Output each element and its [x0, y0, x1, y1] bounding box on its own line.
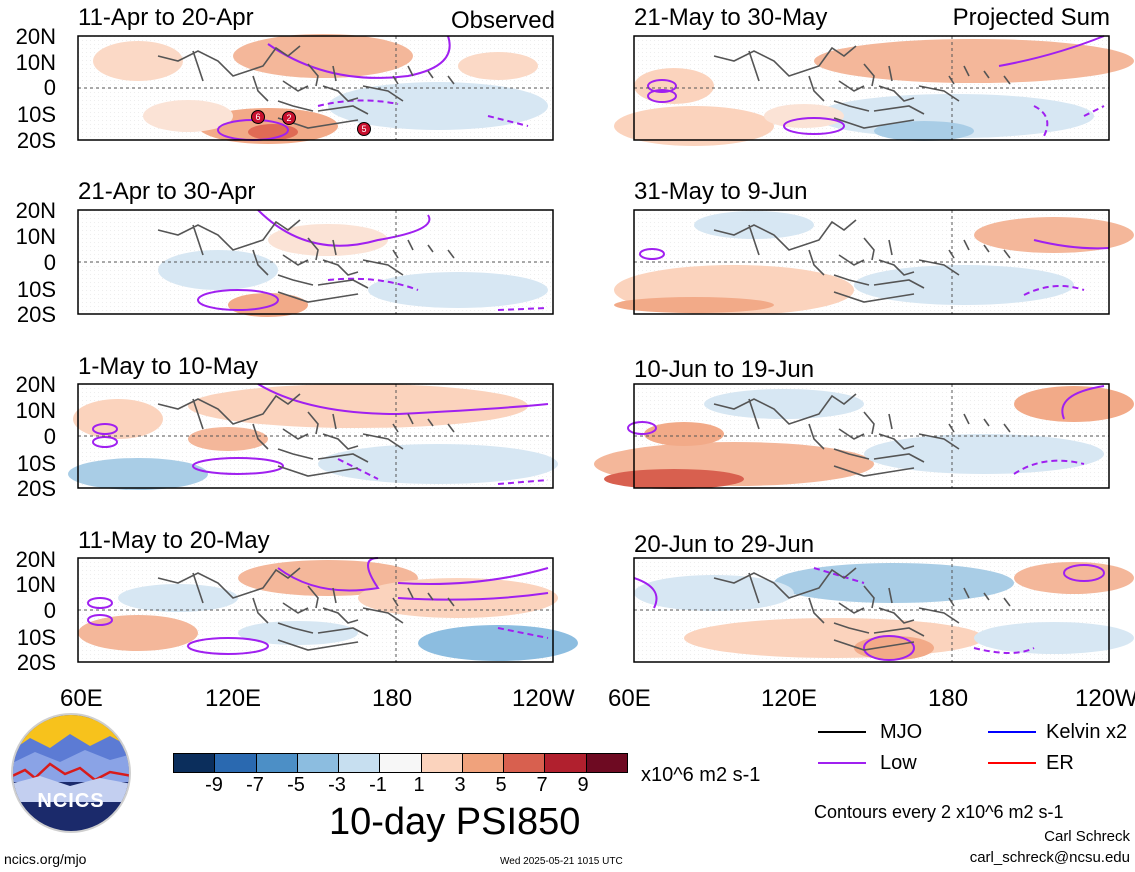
- colorbar-swatch: [338, 754, 380, 772]
- colorbar-tick-label: 3: [454, 774, 466, 796]
- map-panel-2: [614, 35, 1134, 146]
- panel-title-5: 1-May to 10-May: [78, 353, 259, 380]
- panel-corner-label-observed: Observed: [450, 7, 555, 34]
- map-panel-6: [594, 383, 1134, 489]
- lat-label: 10N: [15, 398, 56, 423]
- colorbar-swatch: [503, 754, 545, 772]
- legend-label-mjo: MJO: [880, 721, 923, 743]
- lat-label: 10S: [16, 625, 56, 650]
- colorbar-units: x10^6 m2 s-1: [641, 764, 761, 786]
- lon-label: 120E: [761, 685, 818, 712]
- colorbar-swatch: [585, 754, 627, 772]
- colorbar-tick-label: -3: [328, 774, 346, 796]
- panel-title-2: 21-May to 30-May: [634, 4, 828, 31]
- main-title: 10-day PSI850: [329, 801, 581, 843]
- panel-title-1: 11-Apr to 20-Apr: [78, 4, 254, 31]
- colorbar-tick-label: -5: [287, 774, 305, 796]
- panel-title-8: 20-Jun to 29-Jun: [634, 531, 815, 558]
- legend-swatch-mjo: [818, 731, 866, 733]
- lat-label: 0: [43, 598, 56, 623]
- panel-title-7: 11-May to 20-May: [78, 527, 270, 554]
- storm-marker: 6: [251, 110, 265, 124]
- lat-label: 10S: [16, 451, 56, 476]
- colorbar: [173, 753, 628, 773]
- colorbar-tick-label: -1: [369, 774, 387, 796]
- colorbar-tick-label: -9: [205, 774, 223, 796]
- colorbar-swatch: [420, 754, 462, 772]
- panel-corner-label-projected: Projected Sum: [952, 4, 1110, 31]
- colorbar-swatch: [214, 754, 256, 772]
- lon-label: 180: [928, 685, 969, 712]
- legend-label-low: Low: [880, 752, 917, 774]
- colorbar-swatch: [174, 754, 215, 772]
- lat-label: 0: [43, 75, 56, 100]
- lon-label: 60E: [60, 685, 103, 712]
- colorbar-tick-label: 7: [536, 774, 548, 796]
- map-panels: [68, 34, 1134, 663]
- legend-swatch-low: [818, 762, 866, 764]
- lon-label: 120E: [205, 685, 262, 712]
- panel-title-3: 21-Apr to 30-Apr: [78, 178, 256, 205]
- legend-label-kelvin: Kelvin x2: [1046, 721, 1128, 743]
- logo-text: NCICS: [37, 790, 105, 812]
- contour-note: Contours every 2 x10^6 m2 s-1: [814, 802, 1064, 822]
- lat-label: 20N: [15, 24, 56, 49]
- storm-marker: 5: [357, 122, 371, 136]
- colorbar-tick-label: 1: [413, 774, 425, 796]
- lon-label: 180: [372, 685, 413, 712]
- legend-label-er: ER: [1046, 752, 1074, 774]
- lat-label: 10N: [15, 224, 56, 249]
- lat-label: 10S: [16, 277, 56, 302]
- logo-emblem-icon: [11, 713, 131, 833]
- ncics-logo: NCICS: [10, 712, 132, 834]
- colorbar-tick-label: -7: [246, 774, 264, 796]
- lat-label: 20S: [16, 302, 56, 327]
- storm-marker: 2: [282, 111, 296, 125]
- panel-title-4: 31-May to 9-Jun: [634, 178, 808, 205]
- colorbar-tick-label: 5: [495, 774, 507, 796]
- colorbar-swatch: [255, 754, 297, 772]
- legend-swatch-er: [988, 762, 1036, 764]
- timestamp: Wed 2025-05-21 1015 UTC: [500, 856, 623, 867]
- colorbar-tick-label: 9: [577, 774, 589, 796]
- lat-label: 20S: [16, 650, 56, 675]
- map-panel-8: [633, 557, 1134, 663]
- lat-label: 20N: [15, 547, 56, 572]
- lat-label: 0: [43, 424, 56, 449]
- lat-label: 10N: [15, 572, 56, 597]
- panel-title-6: 10-Jun to 19-Jun: [634, 356, 815, 383]
- website-link[interactable]: ncics.org/mjo: [4, 851, 87, 867]
- lon-label: 60E: [608, 685, 651, 712]
- map-panel-7: [77, 557, 578, 663]
- legend-swatch-kelvin: [988, 731, 1036, 733]
- map-panel-5: [68, 383, 558, 490]
- lat-label: 20N: [15, 198, 56, 223]
- colorbar-swatch: [544, 754, 586, 772]
- author-email: carl_schreck@ncsu.edu: [969, 849, 1130, 866]
- map-panel-4: [614, 209, 1134, 315]
- colorbar-swatch: [296, 754, 339, 772]
- colorbar-swatch: [379, 754, 421, 772]
- colorbar-swatch: [461, 754, 504, 772]
- lat-label: 10S: [16, 102, 56, 127]
- lat-label: 20N: [15, 372, 56, 397]
- lon-label: 120W: [1075, 685, 1135, 712]
- lat-label: 0: [43, 250, 56, 275]
- lat-label: 20S: [16, 476, 56, 501]
- lat-label: 10N: [15, 50, 56, 75]
- author: Carl Schreck: [1044, 828, 1130, 845]
- map-panel-1: [77, 34, 554, 144]
- map-panel-3: [77, 209, 554, 317]
- lon-label: 120W: [512, 685, 575, 712]
- lat-label: 20S: [16, 128, 56, 153]
